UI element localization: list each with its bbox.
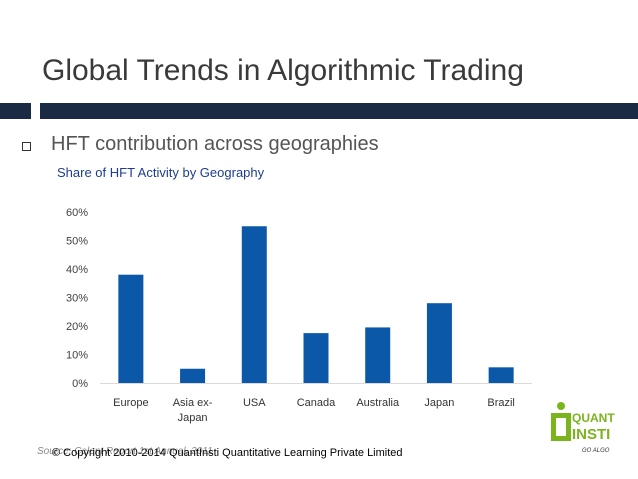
x-tick-label: Australia	[356, 397, 400, 409]
x-tick-label: USA	[243, 397, 266, 409]
bullet-text: HFT contribution across geographies	[51, 133, 379, 155]
logo-dot-icon	[557, 402, 565, 410]
chart-title: Share of HFT Activity by Geography	[57, 165, 265, 180]
quantinsti-logo: QUANT INSTI GO ALGO	[551, 402, 615, 454]
x-tick-label: Europe	[113, 397, 148, 409]
bar	[365, 327, 391, 383]
y-tick-label: 0%	[72, 378, 88, 390]
header-bar-left	[0, 103, 31, 119]
header-bar-right	[40, 103, 638, 119]
bar	[241, 226, 267, 383]
x-tick-label: Japan	[424, 397, 454, 409]
y-tick-label: 10%	[66, 350, 88, 362]
y-tick-label: 50%	[66, 236, 88, 248]
y-tick-label: 20%	[66, 321, 88, 333]
x-tick-label: Japan	[178, 412, 208, 424]
y-tick-label: 30%	[66, 293, 88, 305]
x-tick-label: Brazil	[487, 397, 515, 409]
bar	[426, 303, 452, 383]
bar	[303, 333, 329, 383]
bar	[488, 367, 514, 383]
y-tick-label: 40%	[66, 264, 88, 276]
bullet-square-icon	[22, 142, 31, 151]
x-tick-label: Canada	[297, 397, 336, 409]
bar	[118, 274, 144, 383]
x-tick-label: Asia ex-	[173, 397, 213, 409]
bar	[180, 368, 206, 383]
source-note: Source: Celent Report 1st Annual, 2011	[37, 446, 213, 457]
logo-tagline: GO ALGO	[582, 448, 610, 454]
logo-text-bottom: INSTI	[572, 426, 610, 443]
y-tick-label: 60%	[66, 207, 88, 219]
copyright-text: © Copyright 2010-2014 QuantInsti Quantit…	[52, 447, 403, 459]
slide-title: Global Trends in Algorithmic Trading	[42, 54, 524, 87]
logo-text-top: QUANT	[572, 411, 615, 425]
